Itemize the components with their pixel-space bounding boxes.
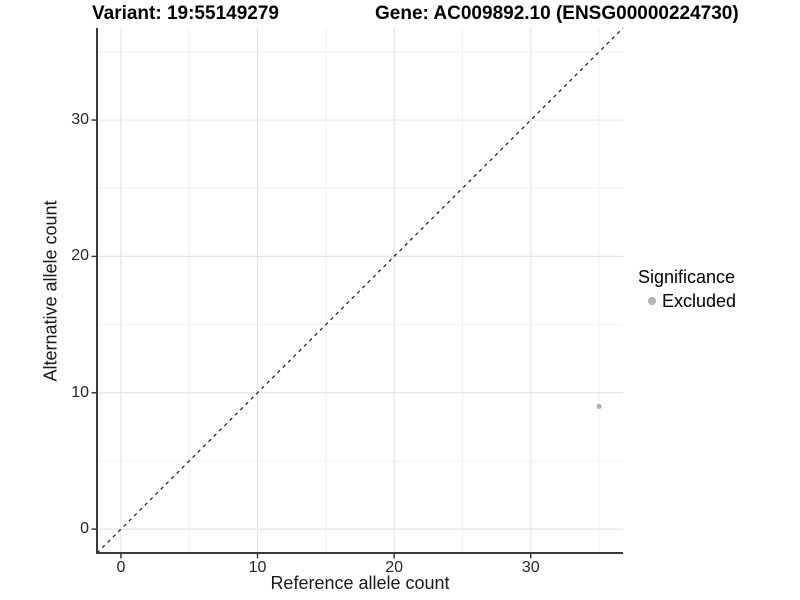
y-tick-label: 10 — [71, 383, 89, 401]
gene-title: Gene: AC009892.10 (ENSG00000224730) — [375, 3, 739, 24]
y-tick-label: 0 — [80, 520, 89, 538]
y-tick-label: 20 — [71, 247, 89, 265]
x-tick-label: 20 — [385, 559, 404, 576]
x-axis-title: Reference allele count — [270, 573, 450, 593]
identity-dashed-line — [96, 27, 624, 554]
x-tick-label: 10 — [248, 559, 267, 576]
data-point — [596, 403, 602, 410]
legend: Significance Excluded — [638, 266, 736, 311]
x-tick-label: 30 — [521, 559, 540, 576]
excluded-point-icon — [648, 297, 656, 305]
x-tick-label: 0 — [116, 559, 126, 576]
y-axis-title: Alternative allele count — [40, 200, 61, 382]
legend-item-label: Excluded — [662, 291, 737, 311]
y-tick-label: 30 — [71, 111, 89, 129]
variant-title: Variant: 19:55149279 — [92, 3, 279, 24]
legend-title: Significance — [638, 267, 736, 287]
legend-item-excluded: Excluded — [638, 291, 736, 311]
